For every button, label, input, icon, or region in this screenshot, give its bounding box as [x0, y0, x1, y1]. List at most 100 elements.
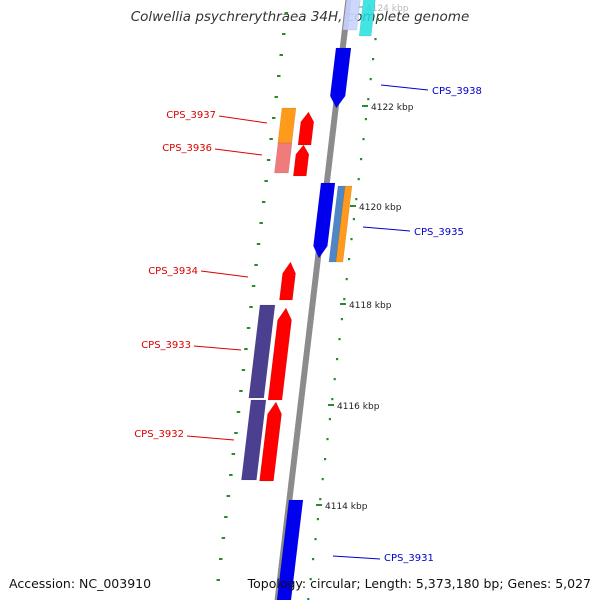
inner-tick-dash	[282, 33, 286, 35]
inner-tick-dash	[279, 54, 283, 56]
gene-label-leader	[193, 345, 242, 351]
gene-label-leader	[218, 115, 268, 124]
outer-tick-dot	[355, 198, 358, 201]
gene-label-leader	[380, 84, 429, 91]
outer-tick-dot	[376, 18, 379, 21]
gene-label: CPS_3937	[166, 110, 216, 121]
outer-tick-dot	[321, 478, 324, 481]
gene-faded-feature	[342, 0, 361, 31]
outer-tick-dot	[338, 338, 341, 341]
gene-label-leader	[362, 226, 411, 232]
outer-tick-dot	[328, 418, 331, 421]
inner-tick-dash	[246, 327, 251, 329]
outer-tick-dot	[360, 158, 363, 161]
gene-cps-3932	[259, 401, 282, 482]
kbp-tick-label: 4120 kbp	[359, 203, 402, 213]
outer-tick-dot	[345, 278, 348, 281]
outer-tick-dot	[372, 58, 375, 61]
inner-tick-dash	[269, 138, 273, 140]
outer-tick-dot	[316, 518, 319, 521]
outer-tick-dot	[340, 318, 343, 321]
outer-tick-dot	[307, 598, 310, 600]
kbp-tick-label: 4116 kbp	[337, 402, 380, 412]
gene-cps-3936	[293, 144, 310, 177]
gene-cps-3933	[267, 307, 292, 401]
inner-tick-dash	[264, 180, 268, 182]
kbp-tick-mark	[357, 6, 363, 8]
outer-tick-dot	[314, 538, 317, 541]
gene-label-leader	[214, 148, 263, 156]
topology-summary: Topology: circular; Length: 5,373,180 bp…	[247, 576, 591, 591]
outer-tick-dot	[336, 358, 339, 361]
inner-tick-dash	[284, 12, 289, 14]
inner-tick-dash	[272, 117, 276, 119]
gene-cps-3936-feature	[274, 142, 293, 174]
gene-cps-3935-orange	[335, 185, 353, 263]
inner-tick-dash	[244, 348, 248, 350]
gene-cps-3937-feature	[277, 107, 297, 144]
kbp-tick-label: 4114 kbp	[325, 502, 368, 512]
gene-label: CPS_3935	[414, 227, 464, 238]
outer-tick-dot	[309, 578, 312, 581]
outer-tick-dot	[350, 238, 353, 241]
inner-tick-dash	[221, 537, 226, 539]
inner-tick-dash	[229, 474, 233, 476]
inner-tick-dash	[236, 411, 241, 413]
inner-tick-dash	[216, 579, 220, 581]
inner-tick-dash	[256, 243, 261, 245]
outer-tick-dot	[343, 298, 346, 301]
gene-label: CPS_3933	[141, 340, 191, 351]
inner-tick-dash	[259, 222, 263, 224]
gene-label: CPS_3936	[162, 143, 212, 154]
gene-cps-3932-feature	[241, 399, 267, 481]
outer-tick-dot	[348, 258, 351, 261]
inner-tick-dash	[224, 516, 228, 518]
outer-tick-dot	[369, 78, 372, 81]
inner-tick-dash	[266, 159, 271, 161]
outer-tick-dot	[374, 38, 377, 41]
outer-tick-dot	[319, 498, 322, 501]
outer-tick-dot	[326, 438, 329, 441]
kbp-tick-label: 4124 kbp	[366, 4, 409, 14]
inner-tick-dash	[249, 306, 253, 308]
gene-label-leader	[332, 555, 381, 560]
inner-tick-dash	[219, 558, 223, 560]
outer-tick-dot	[364, 118, 367, 121]
kbp-tick-label: 4122 kbp	[371, 103, 414, 113]
genome-title: Colwellia psychrerythraea 34H, complete …	[130, 9, 470, 25]
inner-tick-dash	[251, 285, 256, 287]
gene-cps-3931	[276, 499, 304, 600]
inner-tick-dash	[241, 369, 246, 371]
outer-tick-dot	[367, 98, 370, 101]
outer-tick-dot	[357, 178, 360, 181]
gene-cps-3938	[329, 47, 352, 109]
outer-tick-dot	[331, 398, 334, 401]
gene-label: CPS_3938	[432, 86, 482, 97]
gene-label: CPS_3934	[148, 266, 198, 277]
gene-cyan-feature	[358, 0, 376, 37]
inner-tick-dash	[274, 96, 278, 98]
gene-cps-3933-feature	[248, 304, 276, 399]
gene-label: CPS_3931	[384, 553, 434, 564]
kbp-tick-mark	[316, 504, 322, 506]
inner-tick-dash	[277, 75, 281, 77]
kbp-tick-mark	[328, 404, 334, 406]
kbp-tick-label: 4118 kbp	[349, 301, 392, 311]
inner-tick-dash	[226, 495, 231, 497]
outer-tick-dot	[324, 458, 327, 461]
kbp-tick-mark	[362, 105, 368, 107]
inner-tick-dash	[231, 453, 236, 455]
gene-label-leader	[186, 435, 235, 441]
inner-tick-dash	[254, 264, 258, 266]
inner-tick-dash	[261, 201, 266, 203]
gene-cps-3934	[279, 261, 296, 301]
outer-tick-dot	[312, 558, 315, 561]
outer-tick-dot	[352, 218, 355, 221]
accession-text: Accession: NC_003910	[9, 576, 152, 591]
gene-label: CPS_3932	[134, 429, 184, 440]
inner-tick-dash	[239, 390, 243, 392]
outer-tick-dot	[362, 138, 365, 141]
kbp-tick-mark	[340, 303, 346, 305]
gene-label-leader	[200, 270, 249, 278]
